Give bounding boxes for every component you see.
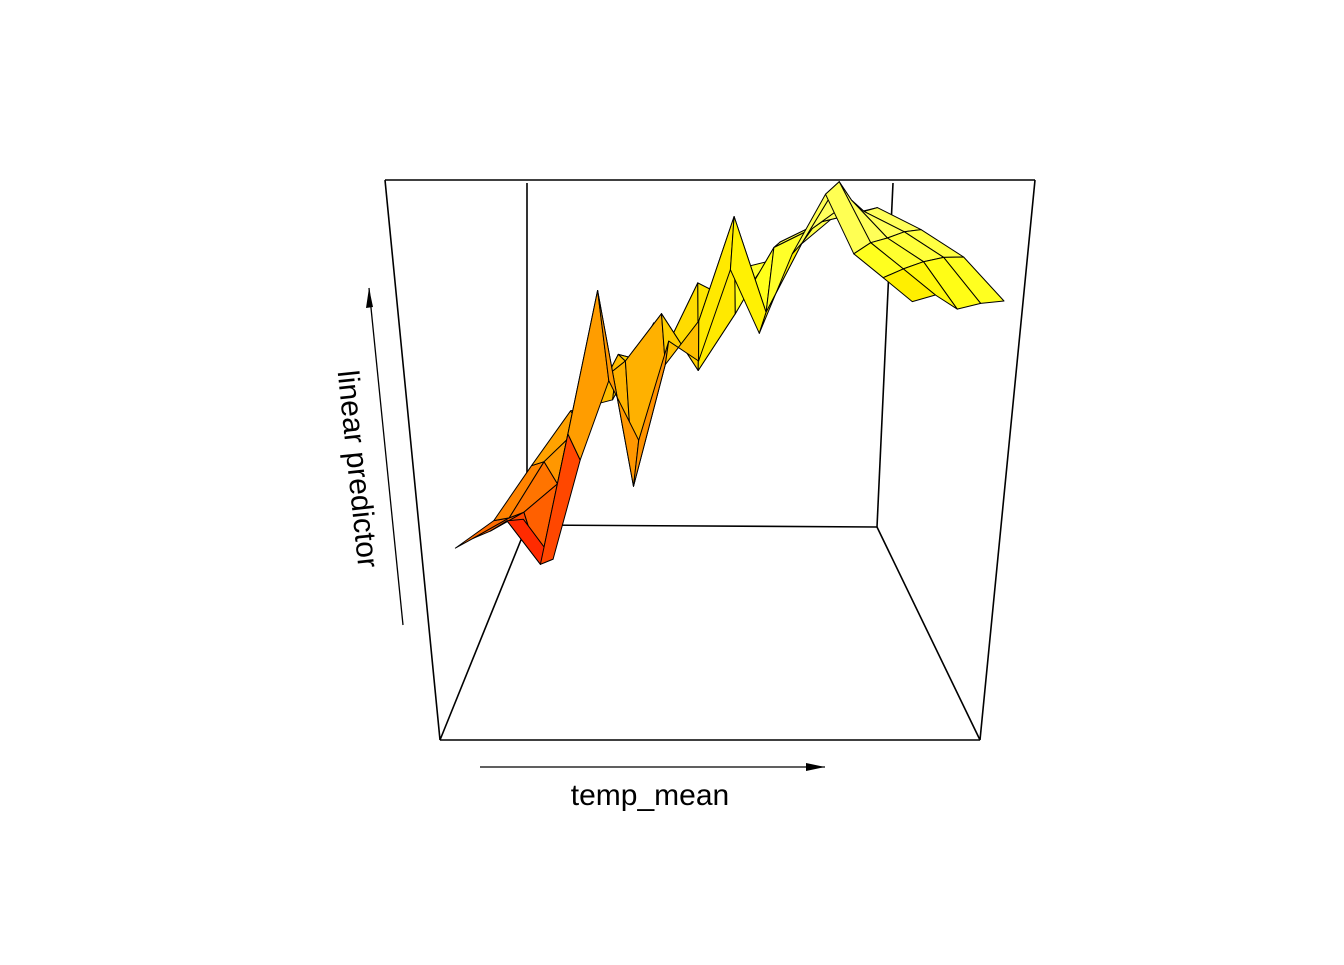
box-front bbox=[384, 179, 1036, 741]
x-axis-label: temp_mean bbox=[571, 779, 729, 812]
surface-facet bbox=[882, 268, 936, 303]
arrow-line bbox=[368, 287, 404, 626]
box-edge bbox=[384, 179, 441, 741]
x-axis-arrow bbox=[480, 763, 825, 771]
box-edge bbox=[526, 524, 878, 528]
box-edge bbox=[876, 526, 981, 741]
arrow-head bbox=[366, 288, 373, 308]
z-axis-arrow bbox=[366, 287, 404, 626]
box-edge bbox=[979, 179, 1036, 741]
z-axis-label: linear predictor bbox=[331, 369, 385, 570]
surface bbox=[454, 181, 1005, 565]
arrow-head bbox=[806, 763, 825, 771]
box-edge bbox=[439, 524, 528, 741]
